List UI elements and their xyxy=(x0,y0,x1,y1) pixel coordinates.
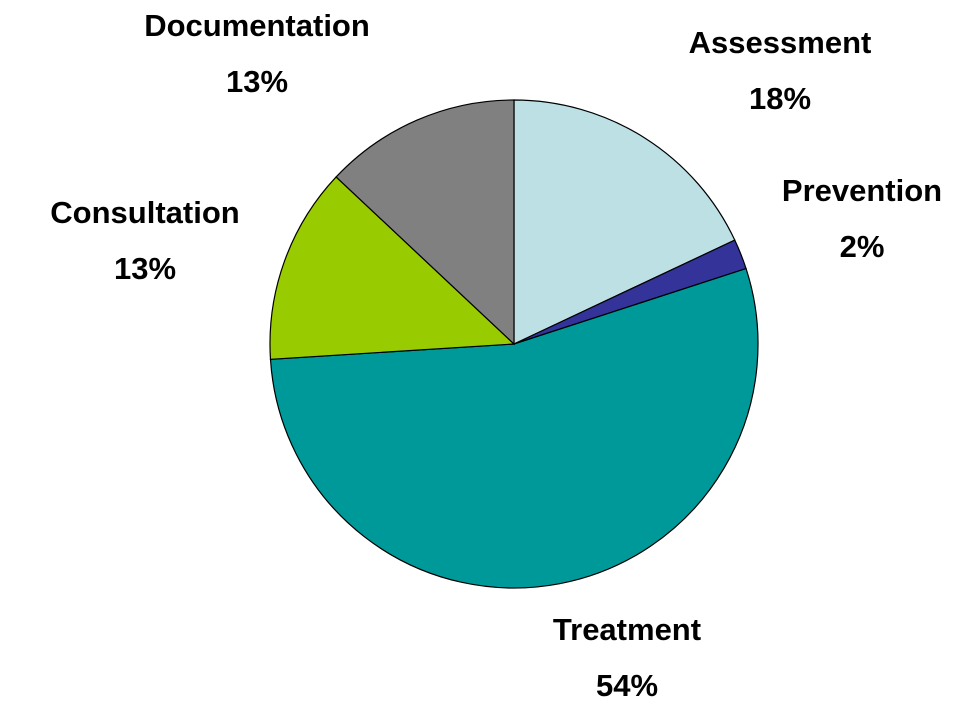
slice-label: Assessment xyxy=(689,25,872,60)
slice-label: Documentation xyxy=(144,8,370,43)
slice-label: Consultation xyxy=(50,195,239,230)
pie-slice xyxy=(269,267,759,589)
pie-slice xyxy=(269,176,516,360)
slice-label: Treatment xyxy=(553,612,701,647)
slice-value-label: 2% xyxy=(840,229,885,264)
slice-value-label: 13% xyxy=(114,251,176,286)
slice-value-label: 13% xyxy=(226,64,288,99)
slice-value-label: 54% xyxy=(596,668,658,701)
pie-slice xyxy=(513,99,736,345)
slice-label: Prevention xyxy=(782,173,942,208)
pie-slice xyxy=(335,99,515,346)
slice-value-label: 18% xyxy=(749,81,811,116)
